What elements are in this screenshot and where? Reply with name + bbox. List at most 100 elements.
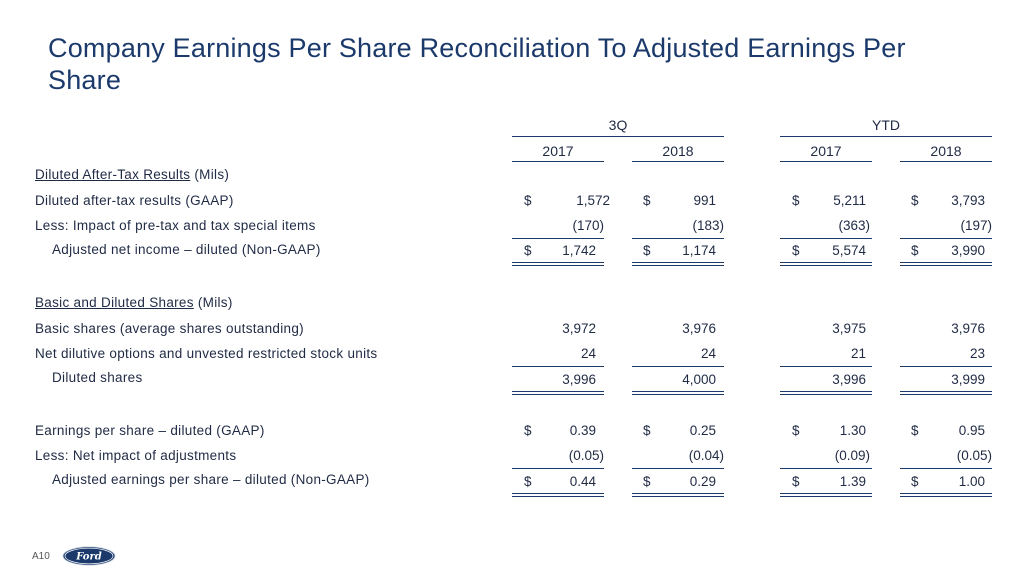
currency-symbol: $ [643,423,651,438]
value-cell: 4,000 [682,372,716,387]
period-rule-3q [512,136,724,137]
section-unit: (Mils) [194,167,230,182]
ford-logo-icon: Ford [62,546,116,566]
total-rule [632,493,724,494]
year-rule [632,161,724,162]
value-cell: 1.39 [839,474,866,489]
currency-symbol: $ [911,243,919,258]
year-rule [900,161,992,162]
value-cell: 1,174 [682,243,716,258]
value-cell: 3,999 [951,372,985,387]
value-cell: 5,211 [833,193,866,208]
value-cell: 3,996 [832,372,866,387]
total-rule [900,262,992,263]
subtotal-rule [780,238,872,239]
value-cell: 0.44 [569,474,596,489]
value-cell: 5,574 [832,243,866,258]
currency-symbol: $ [643,474,651,489]
subtotal-rule [900,238,992,239]
value-cell: (170) [572,218,604,233]
total-rule [632,394,724,395]
total-rule [780,493,872,494]
row-label: Diluted after-tax results (GAAP) [35,193,234,208]
value-cell: (0.05) [956,448,992,463]
total-rule [780,262,872,263]
subtotal-rule [512,366,604,367]
total-rule [900,496,992,497]
subtotal-rule [632,366,724,367]
value-cell: 0.29 [689,474,716,489]
period-rule-ytd [780,136,992,137]
currency-symbol: $ [911,423,919,438]
page-number: A10 [32,551,50,562]
total-rule [512,394,604,395]
total-rule [512,265,604,266]
subtotal-rule [900,366,992,367]
total-rule [632,265,724,266]
total-rule [512,391,604,392]
year-header-ytd-2017: 2017 [810,143,842,159]
page-title: Company Earnings Per Share Reconciliatio… [48,33,906,95]
section-heading-text: Basic and Diluted Shares [35,295,194,310]
year-header-3q-2017: 2017 [542,143,574,159]
value-cell: 24 [580,346,596,361]
row-label: Earnings per share – diluted (GAAP) [35,423,265,438]
year-header-ytd-2018: 2018 [930,143,962,159]
value-cell: 3,990 [951,243,985,258]
row-label: Net dilutive options and unvested restri… [35,346,378,361]
row-label: Less: Impact of pre-tax and tax special … [35,218,316,233]
value-cell: 3,976 [682,321,716,336]
value-cell: 3,996 [562,372,596,387]
currency-symbol: $ [643,243,651,258]
currency-symbol: $ [524,243,532,258]
section-heading-after-tax: Diluted After-Tax Results (Mils) [35,167,229,182]
value-cell: 3,972 [562,321,596,336]
year-header-3q-2018: 2018 [662,143,694,159]
value-cell: 1,742 [562,243,596,258]
currency-symbol: $ [792,423,800,438]
total-rule [900,265,992,266]
year-rule [780,161,872,162]
value-cell: 0.39 [569,423,596,438]
value-cell: 24 [700,346,716,361]
currency-symbol: $ [792,243,800,258]
section-unit: (Mils) [197,295,233,310]
subtotal-rule [632,238,724,239]
value-cell: (0.04) [688,448,724,463]
value-cell: 3,976 [951,321,985,336]
period-header-ytd: YTD [872,117,900,133]
total-rule [632,391,724,392]
value-cell: 21 [850,346,866,361]
ford-logo-text: Ford [75,552,101,563]
row-label: Adjusted net income – diluted (Non-GAAP) [52,242,321,257]
total-rule [780,265,872,266]
currency-symbol: $ [911,193,919,208]
value-cell: 0.95 [958,423,985,438]
subtotal-rule [632,468,724,469]
currency-symbol: $ [792,193,800,208]
row-label: Less: Net impact of adjustments [35,448,237,463]
value-cell: 1.00 [958,474,985,489]
total-rule [900,493,992,494]
value-cell: 1,572 [576,193,610,208]
section-heading-text: Diluted After-Tax Results [35,167,191,182]
total-rule [780,391,872,392]
total-rule [780,394,872,395]
value-cell: (0.05) [568,448,604,463]
subtotal-rule [512,238,604,239]
currency-symbol: $ [643,193,651,208]
total-rule [512,496,604,497]
value-cell: 3,975 [832,321,866,336]
total-rule [512,493,604,494]
subtotal-rule [900,468,992,469]
total-rule [632,496,724,497]
total-rule [512,262,604,263]
section-heading-shares: Basic and Diluted Shares (Mils) [35,295,233,310]
value-cell: (363) [838,218,870,233]
subtotal-rule [780,468,872,469]
currency-symbol: $ [911,474,919,489]
value-cell: (197) [960,218,992,233]
row-label: Diluted shares [52,370,143,385]
period-header-3q: 3Q [608,117,628,133]
total-rule [780,496,872,497]
